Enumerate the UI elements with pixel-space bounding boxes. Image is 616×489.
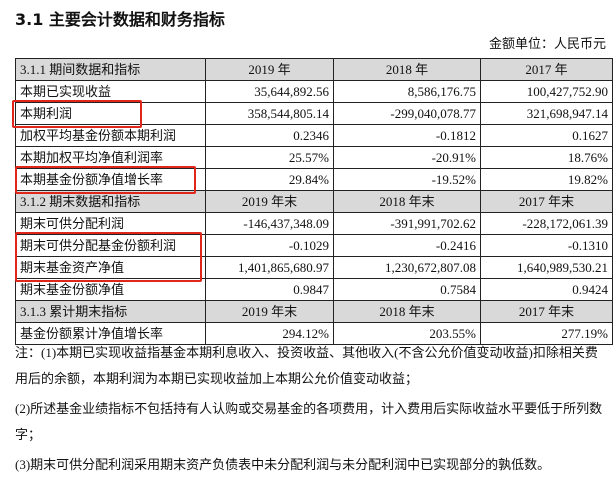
column-header: 2018 年末	[333, 190, 481, 213]
table-row: 期末基金资产净值 1,401,865,680.97 1,230,672,807.08…	[15, 256, 613, 279]
row-label: 期末可供分配基金份额利润	[15, 234, 206, 257]
value-cell: -0.1029	[205, 234, 334, 257]
value-cell: -0.2416	[333, 234, 481, 257]
value-cell: 0.1627	[480, 124, 613, 147]
value-cell: -391,991,702.62	[333, 212, 481, 235]
notes: 注：(1)本期已实现收益指基金本期利息收入、投资收益、其他收入(不含公允价值变动…	[15, 340, 605, 482]
table-row: 本期利润 358,544,805.14 -299,040,078.77 321,698…	[15, 102, 613, 125]
note-1: 注：(1)本期已实现收益指基金本期利息收入、投资收益、其他收入(不含公允价值变动…	[15, 345, 598, 386]
section-header: 3.1.2 期末数据和指标	[15, 190, 206, 213]
table-row: 期末可供分配基金份额利润 -0.1029 -0.2416 -0.1310	[15, 234, 613, 257]
table-row: 期末基金份额净值 0.9847 0.7584 0.9424	[15, 278, 613, 301]
column-header: 2019 年末	[205, 300, 334, 323]
value-cell: 1,401,865,680.97	[205, 256, 334, 279]
section-header-row: 3.1.2 期末数据和指标 2019 年末 2018 年末 2017 年末	[15, 190, 613, 213]
table-row: 加权平均基金份额本期利润 0.2346 -0.1812 0.1627	[15, 124, 613, 147]
row-label: 加权平均基金份额本期利润	[15, 124, 206, 147]
table-row: 本期加权平均净值利润率 25.57% -20.91% 18.76%	[15, 146, 613, 169]
currency-unit: 金额单位：人民币元	[488, 36, 606, 51]
value-cell: 1,230,672,807.08	[333, 256, 481, 279]
column-header: 2018 年末	[333, 300, 481, 323]
note-3: (3)期末可供分配利润采用期末资产负债表中未分配利润与未分配利润中已实现部分的孰…	[15, 457, 551, 472]
column-header: 2018 年	[333, 58, 481, 81]
value-cell: 35,644,892.56	[205, 80, 334, 103]
value-cell: -299,040,078.77	[333, 102, 481, 125]
table-row: 本期已实现收益 35,644,892.56 8,586,176.75 100,427,…	[15, 80, 613, 103]
value-cell: 321,698,947.14	[480, 102, 613, 125]
row-label: 本期已实现收益	[15, 80, 206, 103]
value-cell: 203.55%	[333, 322, 481, 345]
value-cell: 0.7584	[333, 278, 481, 301]
value-cell: -0.1812	[333, 124, 481, 147]
row-label: 期末基金份额净值	[15, 278, 206, 301]
value-cell: 1,640,989,530.21	[480, 256, 613, 279]
row-label: 基金份额累计净值增长率	[15, 322, 206, 345]
value-cell: 0.9847	[205, 278, 334, 301]
row-label: 本期利润	[15, 102, 206, 125]
column-header: 2019 年	[205, 58, 334, 81]
value-cell: -146,437,348.09	[205, 212, 334, 235]
value-cell: 0.9424	[480, 278, 613, 301]
value-cell: 358,544,805.14	[205, 102, 334, 125]
table-row: 基金份额累计净值增长率 294.12% 203.55% 277.19%	[15, 322, 613, 345]
table-row: 本期基金份额净值增长率 29.84% -19.52% 19.82%	[15, 168, 613, 191]
section-header-row: 3.1.3 累计期末指标 2019 年末 2018 年末 2017 年末	[15, 300, 613, 323]
section-header-row: 3.1.1 期间数据和指标 2019 年 2018 年 2017 年	[15, 58, 613, 81]
value-cell: 18.76%	[480, 146, 613, 169]
column-header: 2017 年末	[480, 300, 613, 323]
column-header: 2017 年末	[480, 190, 613, 213]
value-cell: -228,172,061.39	[480, 212, 613, 235]
value-cell: 277.19%	[480, 322, 613, 345]
value-cell: -20.91%	[333, 146, 481, 169]
value-cell: 25.57%	[205, 146, 334, 169]
value-cell: 19.82%	[480, 168, 613, 191]
column-header: 2019 年末	[205, 190, 334, 213]
row-label: 期末基金资产净值	[15, 256, 206, 279]
section-header: 3.1.3 累计期末指标	[15, 300, 206, 323]
row-label: 期末可供分配利润	[15, 212, 206, 235]
financial-table: 3.1.1 期间数据和指标 2019 年 2018 年 2017 年本期已实现收益 35…	[15, 58, 613, 345]
value-cell: 0.2346	[205, 124, 334, 147]
value-cell: -0.1310	[480, 234, 613, 257]
value-cell: 29.84%	[205, 168, 334, 191]
section-header: 3.1.1 期间数据和指标	[15, 58, 206, 81]
value-cell: 100,427,752.90	[480, 80, 613, 103]
note-2: (2)所述基金业绩指标不包括持有人认购或交易基金的各项费用，计入费用后实际收益水…	[15, 401, 603, 442]
section-title: 3.1 主要会计数据和财务指标	[15, 10, 225, 29]
table-row: 期末可供分配利润 -146,437,348.09 -391,991,702.62 -2…	[15, 212, 613, 235]
value-cell: -19.52%	[333, 168, 481, 191]
column-header: 2017 年	[480, 58, 613, 81]
value-cell: 8,586,176.75	[333, 80, 481, 103]
row-label: 本期基金份额净值增长率	[15, 168, 206, 191]
row-label: 本期加权平均净值利润率	[15, 146, 206, 169]
